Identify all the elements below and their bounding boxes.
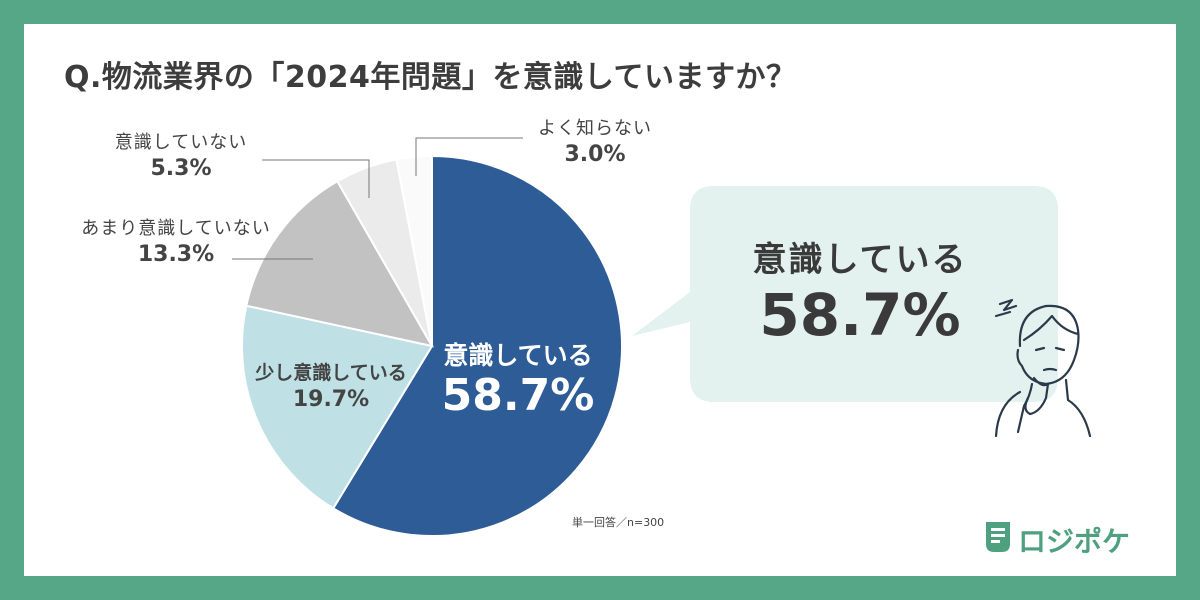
slice-aware (331, 154, 623, 537)
brand-name: ロジポケ (1018, 525, 1131, 558)
slice-label-aware: 意識している 58.7% (434, 336, 602, 420)
callout-label: 意識している (752, 240, 968, 280)
chart-title: Q.物流業界の「2024年問題」を意識していますか？ (64, 60, 797, 95)
slice-label-aware-value: 58.7% (441, 370, 595, 421)
slice-label-somewhat-aware-value: 19.7% (292, 387, 370, 412)
thinking-man-icon (994, 298, 1092, 438)
sample-note: 単一回答／n=300 (572, 516, 665, 529)
slice-label-somewhat-not-aware-value: 13.3% (137, 242, 215, 267)
slice-label-dont-know: よく知らない 3.0% (520, 114, 670, 167)
slice-label-somewhat-not-aware: あまり意識していない 13.3% (56, 214, 296, 267)
slice-label-not-aware-value: 5.3% (150, 156, 212, 181)
callout-value: 58.7% (759, 281, 961, 349)
callout-bubble (632, 186, 1058, 402)
slice-label-dont-know-name: よく知らない (538, 118, 652, 139)
slice-label-not-aware: 意識していない 5.3% (96, 128, 266, 181)
slice-label-somewhat-aware-name: 少し意識している (255, 362, 407, 384)
slice-somewhat-aware (241, 304, 434, 510)
leader-line-not-aware (262, 159, 370, 198)
leader-line-dont-know (415, 137, 523, 176)
slice-label-not-aware-name: 意識していない (114, 132, 248, 153)
slice-label-dont-know-value: 3.0% (564, 142, 626, 167)
slice-label-somewhat-not-aware-name: あまり意識していない (81, 218, 271, 239)
slice-label-aware-name: 意識している (443, 341, 593, 370)
logipoke-logo-icon (986, 522, 1010, 552)
slice-somewhat-not-aware (245, 179, 434, 348)
callout-text: 意識している 58.7% (690, 232, 1030, 351)
slice-label-somewhat-aware: 少し意識している 19.7% (246, 358, 416, 412)
slice-dont-know (395, 154, 433, 347)
